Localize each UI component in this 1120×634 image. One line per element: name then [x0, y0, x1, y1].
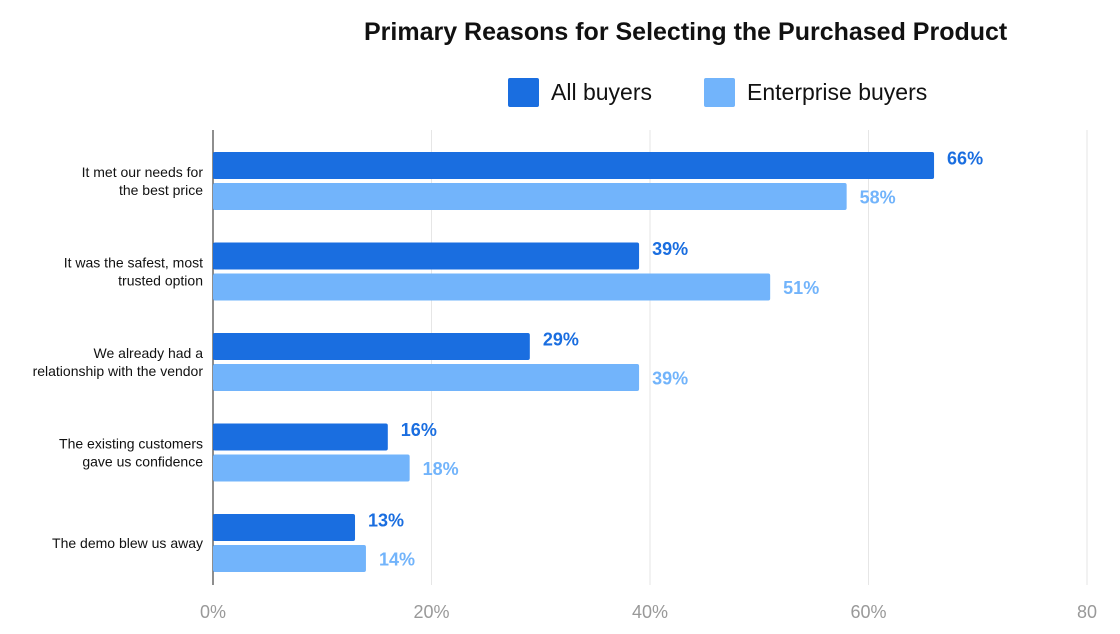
- legend-label-enterprise-buyers: Enterprise buyers: [747, 79, 928, 105]
- category-label: the best price: [119, 182, 203, 198]
- bar: [213, 242, 640, 270]
- category-label: We already had a: [94, 345, 204, 361]
- x-tick-label: 20%: [413, 602, 449, 622]
- bar: [213, 273, 771, 301]
- chart-title: Primary Reasons for Selecting the Purcha…: [364, 18, 1008, 46]
- x-tick-label: 40%: [632, 602, 668, 622]
- legend-swatch-enterprise-buyers: [704, 78, 735, 107]
- bar: [213, 183, 847, 210]
- data-label: 29%: [543, 330, 579, 350]
- category-label: The demo blew us away: [52, 535, 203, 551]
- data-label: 39%: [652, 239, 688, 259]
- data-label: 18%: [423, 459, 459, 479]
- category-label: relationship with the vendor: [33, 363, 204, 379]
- category-label: It was the safest, most: [64, 255, 203, 271]
- category-label: It met our needs for: [82, 164, 204, 180]
- bar: [213, 152, 935, 179]
- data-label: 58%: [860, 188, 896, 208]
- data-label: 51%: [783, 278, 819, 298]
- legend-item-all-buyers: All buyers: [508, 78, 652, 107]
- data-label: 13%: [368, 511, 404, 531]
- legend-swatch-all-buyers: [508, 78, 539, 107]
- bar: [213, 454, 410, 482]
- legend-label-all-buyers: All buyers: [551, 79, 652, 105]
- x-tick-label: 60%: [850, 602, 886, 622]
- bar: [213, 333, 530, 360]
- category-label: trusted option: [118, 273, 203, 289]
- category-label: gave us confidence: [82, 454, 203, 470]
- x-tick-label: 80: [1077, 602, 1097, 622]
- data-label: 14%: [379, 550, 415, 570]
- bar: [213, 364, 640, 391]
- bar: [213, 545, 366, 572]
- legend-item-enterprise-buyers: Enterprise buyers: [704, 78, 927, 107]
- category-label: The existing customers: [59, 436, 203, 452]
- bar: [213, 423, 388, 451]
- data-label: 66%: [947, 149, 983, 169]
- bar: [213, 514, 356, 541]
- data-label: 39%: [652, 369, 688, 389]
- data-label: 16%: [401, 420, 437, 440]
- x-tick-label: 0%: [200, 602, 226, 622]
